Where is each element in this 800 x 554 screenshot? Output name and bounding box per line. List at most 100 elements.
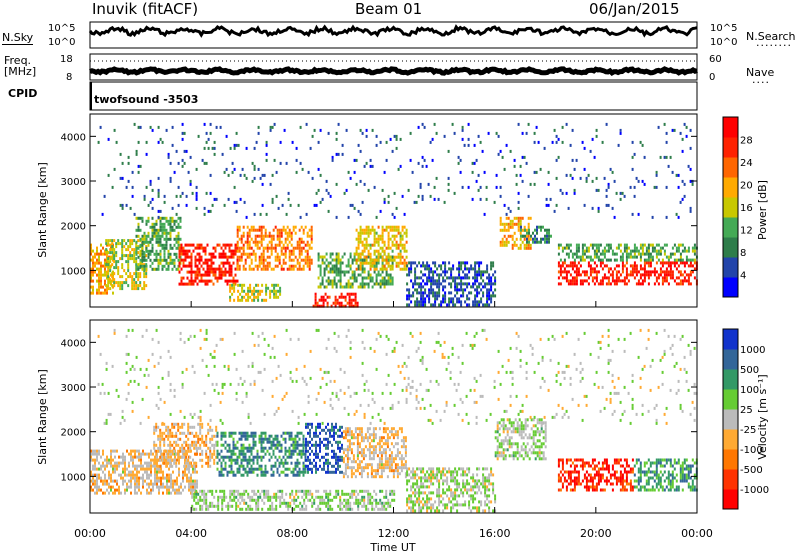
heatmap-cell (499, 243, 502, 247)
heatmap-cell (225, 134, 228, 138)
heatmap-cell (98, 282, 100, 286)
heatmap-cell (98, 452, 100, 456)
heatmap-cell (350, 433, 353, 437)
heatmap-cell (136, 470, 138, 474)
heatmap-cell (361, 270, 364, 274)
heatmap-cell (119, 152, 122, 156)
heatmap-cell (637, 252, 640, 256)
heatmap-cell (507, 240, 510, 244)
heatmap-cell (641, 252, 644, 256)
heatmap-cell (687, 249, 690, 253)
heatmap-cell (207, 489, 210, 493)
heatmap-cell (444, 273, 447, 277)
heatmap-cell (134, 452, 136, 456)
freq-label: Freq. (4, 54, 32, 67)
heatmap-cell (631, 167, 634, 171)
heatmap-cell (400, 427, 403, 431)
heatmap-cell (298, 473, 301, 477)
heatmap-cell (149, 125, 152, 129)
heatmap-cell (175, 443, 178, 447)
heatmap-cell (619, 243, 622, 247)
heatmap-cell (447, 176, 450, 180)
heatmap-cell (288, 249, 291, 253)
heatmap-cell (575, 273, 578, 277)
heatmap-cell (371, 228, 374, 232)
heatmap-cell (102, 273, 104, 277)
heatmap-cell (327, 452, 329, 456)
heatmap-cell (581, 243, 584, 247)
heatmap-cell (169, 446, 172, 450)
heatmap-cell (233, 146, 236, 150)
y-tick-label: 1000 (61, 266, 86, 277)
heatmap-cell (589, 264, 592, 268)
heatmap-cell (162, 485, 164, 489)
heatmap-cell (288, 258, 291, 262)
heatmap-cell (605, 276, 608, 280)
heatmap-cell (114, 470, 116, 474)
heatmap-cell (125, 248, 128, 252)
heatmap-cell (323, 273, 326, 277)
heatmap-cell (152, 464, 154, 468)
heatmap-cell (141, 246, 144, 250)
heatmap-cell (294, 231, 297, 235)
heatmap-cell (262, 473, 265, 477)
heatmap-cell (271, 200, 274, 204)
heatmap-cell (196, 252, 199, 256)
heatmap-cell (621, 261, 624, 265)
heatmap-cell (381, 264, 384, 268)
heatmap-cell (448, 282, 451, 286)
heatmap-cell (250, 452, 253, 456)
heatmap-cell (663, 273, 666, 277)
heatmap-cell (236, 240, 239, 244)
heatmap-cell (319, 282, 322, 286)
heatmap-cell (603, 273, 606, 277)
heatmap-cell (135, 272, 138, 276)
heatmap-cell (599, 258, 602, 262)
heatmap-cell (346, 301, 349, 305)
heatmap-cell (207, 455, 210, 459)
heatmap-cell (679, 270, 682, 274)
heatmap-cell (102, 482, 104, 486)
heatmap-cell (288, 267, 291, 271)
heatmap-cell (278, 455, 281, 459)
heatmap-cell (147, 249, 150, 253)
heatmap-cell (315, 464, 317, 468)
heatmap-cell (290, 234, 293, 238)
heatmap-cell (426, 282, 429, 286)
heatmap-cell (114, 455, 116, 459)
heatmap-cell (327, 282, 330, 286)
heatmap-cell (426, 276, 429, 280)
heatmap-cell (426, 261, 429, 265)
heatmap-cell (631, 267, 634, 271)
heatmap-cell (645, 252, 648, 256)
heatmap-cell (559, 258, 562, 262)
heatmap-cell (218, 267, 221, 271)
heatmap-cell (298, 443, 301, 447)
heatmap-cell (526, 231, 528, 235)
heatmap-cell (282, 246, 285, 250)
heatmap-cell (190, 282, 193, 286)
heatmap-cell (388, 448, 391, 452)
heatmap-cell (689, 128, 692, 132)
heatmap-cell (333, 437, 335, 441)
heatmap-cell (633, 252, 636, 256)
heatmap-cell (258, 240, 261, 244)
heatmap-cell (344, 427, 347, 431)
heatmap-cell (513, 216, 516, 220)
heatmap-cell (290, 437, 293, 441)
heatmap-cell (178, 252, 181, 256)
heatmap-cell (192, 279, 195, 283)
heatmap-cell (495, 131, 498, 135)
heatmap-cell (143, 263, 146, 267)
heatmap-cell (601, 261, 604, 265)
heatmap-cell (172, 485, 174, 489)
heatmap-cell (194, 279, 197, 283)
heatmap-cell (295, 158, 298, 162)
heatmap-cell (135, 263, 138, 267)
heatmap-cell (613, 258, 616, 262)
heatmap-cell (234, 443, 237, 447)
heatmap-cell (621, 264, 624, 268)
heatmap-cell (205, 131, 208, 135)
heatmap-cell (256, 240, 259, 244)
heatmap-cell (171, 434, 174, 438)
